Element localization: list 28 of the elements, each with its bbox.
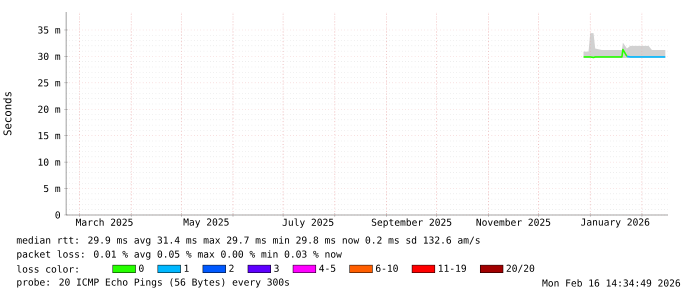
y-tick-label: 15 m: [38, 132, 60, 140]
y-tick-label: 25 m: [38, 79, 60, 86]
x-tick-label: July 2025: [282, 218, 334, 228]
legend-label: 6-10: [376, 264, 398, 272]
x-tick-label: September 2025: [372, 218, 452, 228]
legend-label: 1: [184, 264, 189, 272]
y-tick-label: 20 m: [38, 106, 60, 113]
text: median rtt: 29.9 ms avg 31.4 ms max 29.7 ms min 29.8 ms now 0.2 ms sd 132.6 am/s: [16, 236, 480, 246]
text: probe: 20 ICMP Echo Pings (56 Bytes) every 300s: [17, 278, 289, 288]
y-tick-label: 5 m: [44, 184, 60, 192]
x-tick-label: May 2025: [184, 218, 229, 228]
legend-label: 3: [274, 264, 279, 272]
legend-label: 4-5: [319, 264, 336, 272]
y-tick-label: 30 m: [38, 52, 60, 60]
text: Mon Feb 16 14:34:49 2026: [542, 279, 680, 287]
x-tick-label: January 2026: [581, 218, 650, 228]
x-tick-label: March 2025: [76, 218, 133, 226]
y-tick-label: 0: [55, 211, 60, 219]
y-axis-title: Seconds: [3, 92, 12, 136]
y-tick-label: 10 m: [38, 158, 60, 166]
legend-label: 11-19: [438, 264, 466, 272]
x-tick-label: November 2025: [476, 218, 550, 226]
y-tick-label: 35 m: [38, 26, 60, 34]
legend-label: 0: [139, 264, 144, 272]
legend-label: 2: [229, 264, 234, 272]
text: packet loss: 0.01 % avg 0.05 % max 0.00 % min 0.03 % now: [17, 250, 342, 260]
legend-title: loss color:: [17, 265, 78, 273]
legend-label: 20/20: [506, 264, 534, 273]
